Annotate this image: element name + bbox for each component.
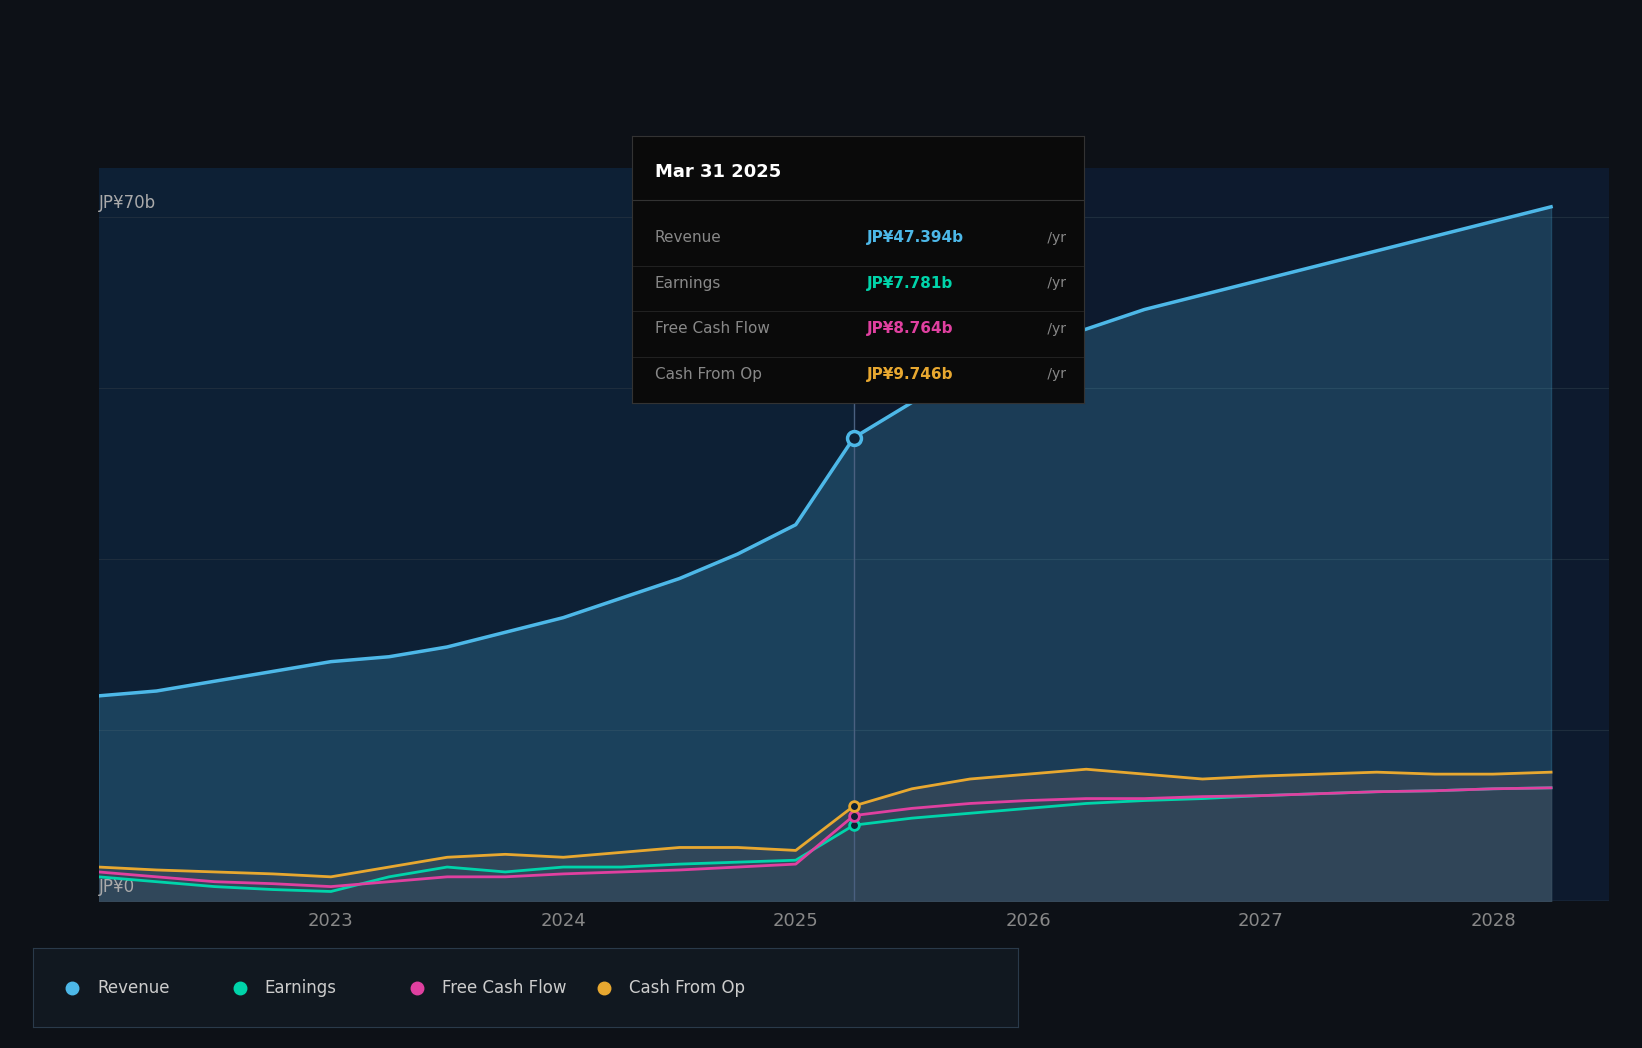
Text: JP¥8.764b: JP¥8.764b bbox=[867, 321, 954, 336]
Text: Revenue: Revenue bbox=[655, 231, 721, 245]
Text: JP¥47.394b: JP¥47.394b bbox=[867, 231, 964, 245]
Text: Earnings: Earnings bbox=[655, 276, 721, 290]
Text: Free Cash Flow: Free Cash Flow bbox=[655, 321, 770, 336]
Text: JP¥0: JP¥0 bbox=[99, 878, 135, 896]
Text: /yr: /yr bbox=[1043, 231, 1066, 245]
Text: JP¥70b: JP¥70b bbox=[99, 194, 156, 212]
Text: /yr: /yr bbox=[1043, 277, 1066, 290]
Bar bbox=[99, 168, 854, 901]
Text: JP¥7.781b: JP¥7.781b bbox=[867, 276, 954, 290]
Text: Revenue: Revenue bbox=[97, 979, 169, 997]
Text: JP¥9.746b: JP¥9.746b bbox=[867, 367, 954, 381]
Text: Past: Past bbox=[808, 183, 842, 202]
Text: Mar 31 2025: Mar 31 2025 bbox=[655, 162, 782, 181]
Text: Analysts Forecasts: Analysts Forecasts bbox=[865, 183, 1020, 202]
Bar bbox=[854, 168, 1609, 901]
Text: Cash From Op: Cash From Op bbox=[629, 979, 745, 997]
Text: Earnings: Earnings bbox=[264, 979, 337, 997]
Text: /yr: /yr bbox=[1043, 367, 1066, 381]
Text: Free Cash Flow: Free Cash Flow bbox=[442, 979, 566, 997]
Text: Cash From Op: Cash From Op bbox=[655, 367, 762, 381]
Text: /yr: /yr bbox=[1043, 322, 1066, 335]
